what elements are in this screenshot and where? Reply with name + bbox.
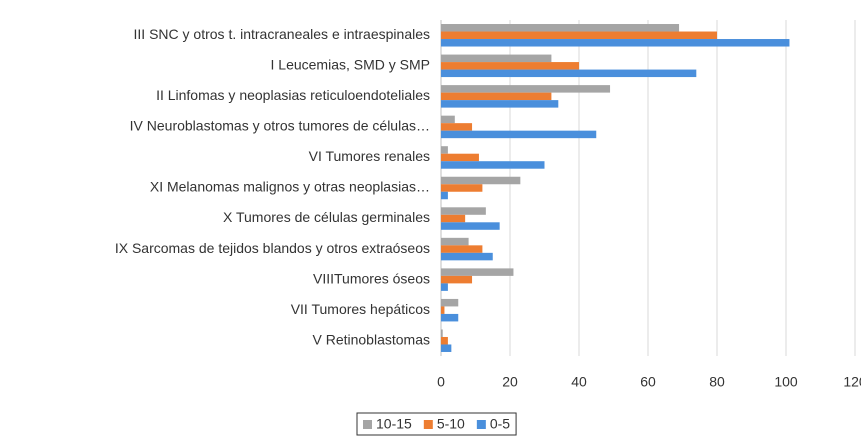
bar xyxy=(441,85,611,93)
bar xyxy=(441,275,473,284)
bar xyxy=(441,115,455,124)
y-tick-label: II Linfomas y neoplasias reticuloendotel… xyxy=(156,87,430,103)
bar xyxy=(441,306,445,314)
bar xyxy=(441,62,579,70)
bar xyxy=(441,336,448,345)
y-tick-label: I Leucemias, SMD y SMP xyxy=(271,57,431,73)
bar xyxy=(441,191,448,200)
legend-swatch xyxy=(423,420,433,429)
bar xyxy=(441,207,486,215)
legend-label: 0-5 xyxy=(490,416,510,432)
bar xyxy=(441,146,448,154)
bar xyxy=(441,237,469,246)
legend-box xyxy=(356,412,517,436)
y-tick-label: VI Tumores renales xyxy=(309,148,430,164)
bar xyxy=(441,69,697,78)
y-tick-label: III SNC y otros t. intracraneales e intr… xyxy=(134,26,430,42)
bar xyxy=(441,268,514,276)
x-tick-label: 0 xyxy=(437,374,445,390)
y-tick-label: XI Melanomas malignos y otras neoplasias… xyxy=(150,179,430,195)
x-tick-label: 60 xyxy=(640,374,656,390)
y-tick-label: VII Tumores hepáticos xyxy=(291,301,430,317)
bar xyxy=(441,130,597,139)
x-tick-label: 80 xyxy=(709,374,725,390)
bar xyxy=(441,100,559,108)
bar xyxy=(441,252,493,261)
y-tick-label: IX Sarcomas de tejidos blandos y otros e… xyxy=(115,240,430,256)
legend-swatch xyxy=(363,420,372,429)
bar xyxy=(441,245,483,253)
bar xyxy=(441,214,466,223)
bar xyxy=(441,39,790,47)
x-tick-label: 100 xyxy=(774,374,798,390)
bar xyxy=(441,24,680,32)
y-tick-label: X Tumores de células germinales xyxy=(223,209,430,225)
bar xyxy=(441,222,500,230)
bar xyxy=(441,298,459,307)
x-tick-label: 120 xyxy=(843,374,861,390)
y-tick-label: VIIITumores óseos xyxy=(313,270,430,286)
bar xyxy=(441,31,717,40)
y-tick-label: IV Neuroblastomas y otros tumores de cél… xyxy=(130,118,430,134)
bar xyxy=(441,123,473,131)
bar xyxy=(441,153,479,162)
bar xyxy=(441,313,459,322)
bar xyxy=(441,344,452,352)
bar xyxy=(441,92,552,101)
legend-swatch xyxy=(476,420,486,429)
bar xyxy=(441,176,521,185)
x-tick-label: 40 xyxy=(571,374,587,390)
y-tick-label: V Retinoblastomas xyxy=(312,331,430,347)
legend-label: 10-15 xyxy=(376,416,412,432)
bar xyxy=(441,329,443,337)
bar xyxy=(441,54,552,63)
legend-label: 5-10 xyxy=(437,416,465,432)
bar xyxy=(441,283,448,291)
bar xyxy=(441,161,545,169)
x-tick-label: 20 xyxy=(502,374,518,390)
bar xyxy=(441,184,483,192)
